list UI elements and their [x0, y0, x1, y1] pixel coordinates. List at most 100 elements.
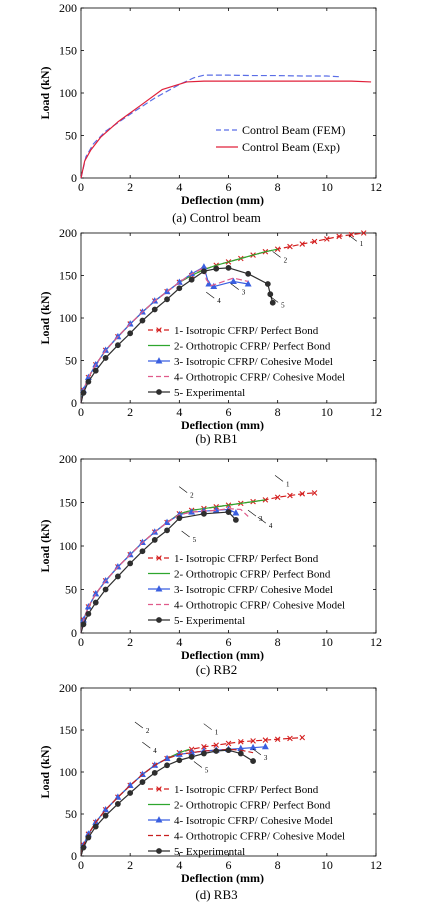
data-point: [250, 758, 256, 764]
data-point: [249, 743, 257, 751]
chart-caption: (a) Control beam: [172, 210, 261, 225]
data-point: [225, 740, 232, 747]
y-axis-label: Load (kN): [38, 745, 52, 798]
data-point: [250, 738, 256, 744]
legend-marker: [155, 357, 163, 364]
x-tick-label: 4: [176, 180, 182, 194]
x-tick-label: 10: [321, 180, 333, 194]
data-point: [80, 844, 87, 851]
data-point: [225, 264, 232, 271]
data-point: [114, 793, 122, 800]
data-point: [274, 494, 281, 501]
data-point: [299, 491, 306, 497]
chart-caption: (d) RB3: [195, 887, 237, 902]
x-tick-label: 2: [127, 858, 133, 872]
data-point: [264, 281, 271, 287]
annotation-label: 4: [153, 747, 157, 755]
x-tick-label: 0: [78, 635, 84, 649]
annotation-leader: [269, 296, 279, 303]
data-point: [127, 330, 134, 337]
data-point: [80, 389, 87, 396]
series-line: [80, 748, 190, 857]
y-tick-label: 100: [59, 86, 77, 100]
x-axis-label: Deflection (mm): [181, 871, 264, 885]
y-tick-label: 100: [59, 765, 77, 779]
data-point: [80, 621, 87, 628]
x-axis-label: Deflection (mm): [181, 193, 264, 207]
legend-item: 3- Isotropic CFRP/ Cohesive Model: [148, 356, 333, 368]
data-point: [237, 750, 244, 757]
data-point: [245, 270, 252, 277]
data-point: [244, 280, 252, 287]
x-tick-label: 2: [127, 635, 133, 649]
series-line: [80, 74, 342, 179]
annotation-leader: [134, 721, 144, 729]
data-point: [127, 560, 134, 567]
annotation-leader: [142, 741, 151, 749]
data-point: [210, 282, 218, 290]
x-axis-label: Deflection (mm): [181, 648, 264, 662]
data-point: [324, 236, 330, 242]
data-point: [225, 509, 232, 515]
y-tick-label: 100: [59, 311, 77, 325]
legend-item: 5- Experimental: [148, 846, 245, 858]
x-tick-label: 10: [321, 405, 333, 419]
legend-item: 4- Orthotropic CFRP/ Cohesive Model: [148, 372, 345, 384]
legend-marker: [156, 555, 162, 561]
annotation-label: 1: [215, 729, 219, 737]
annotation-label: 4: [217, 297, 221, 305]
y-tick-label: 0: [71, 849, 77, 863]
series-2: [80, 748, 190, 857]
legend-label: 1- Isotropic CFRP/ Perfect Bond: [174, 325, 319, 337]
data-point: [92, 599, 99, 606]
y-tick-label: 200: [59, 681, 77, 695]
y-tick-label: 150: [59, 496, 77, 510]
annotation-leader: [206, 291, 215, 299]
annotation-leader: [193, 761, 203, 768]
series-4: [80, 267, 249, 404]
legend-label: 5- Experimental: [174, 387, 245, 399]
x-tick-label: 12: [370, 858, 382, 872]
series-line: [80, 507, 249, 634]
x-tick-label: 4: [176, 858, 182, 872]
annotation-label: 2: [146, 727, 150, 735]
annotation-label: 3: [264, 754, 268, 762]
y-axis-label: Load (kN): [38, 291, 52, 344]
annotation-leader: [230, 283, 239, 290]
legend-marker: [155, 585, 163, 592]
x-tick-label: 2: [127, 180, 133, 194]
legend-label: 2- Orthotropic CFRP/ Perfect Bond: [174, 800, 331, 812]
legend-label: 3- Isotropic CFRP/ Cohesive Model: [174, 356, 333, 368]
legend-label: 4- Isotropic CFRP/ Cohesive Model: [174, 815, 333, 827]
series-5: [80, 747, 256, 857]
y-tick-label: 200: [59, 452, 77, 466]
x-tick-label: 6: [226, 858, 232, 872]
data-point: [102, 586, 109, 593]
annotation-label: 2: [190, 492, 194, 500]
x-tick-label: 0: [78, 405, 84, 419]
data-point: [139, 317, 146, 324]
annotation-leader: [181, 530, 190, 538]
data-point: [85, 834, 92, 841]
chart-caption: (b) RB1: [195, 431, 237, 446]
legend-item: 4- Isotropic CFRP/ Cohesive Model: [148, 815, 333, 827]
y-tick-label: 50: [65, 129, 77, 143]
data-point: [102, 812, 109, 819]
x-tick-label: 6: [226, 405, 232, 419]
legend-label: Control Beam (FEM): [242, 123, 345, 137]
data-point: [114, 801, 121, 807]
data-point: [232, 517, 239, 523]
data-point: [232, 509, 240, 516]
annotation-leader: [348, 234, 357, 242]
data-point: [151, 769, 158, 776]
x-tick-label: 10: [321, 858, 333, 872]
annotation-label: 5: [281, 301, 285, 309]
x-tick-label: 12: [370, 180, 382, 194]
legend-marker: [155, 816, 163, 823]
data-point: [151, 537, 158, 543]
data-point: [164, 762, 170, 769]
data-point: [201, 268, 207, 275]
